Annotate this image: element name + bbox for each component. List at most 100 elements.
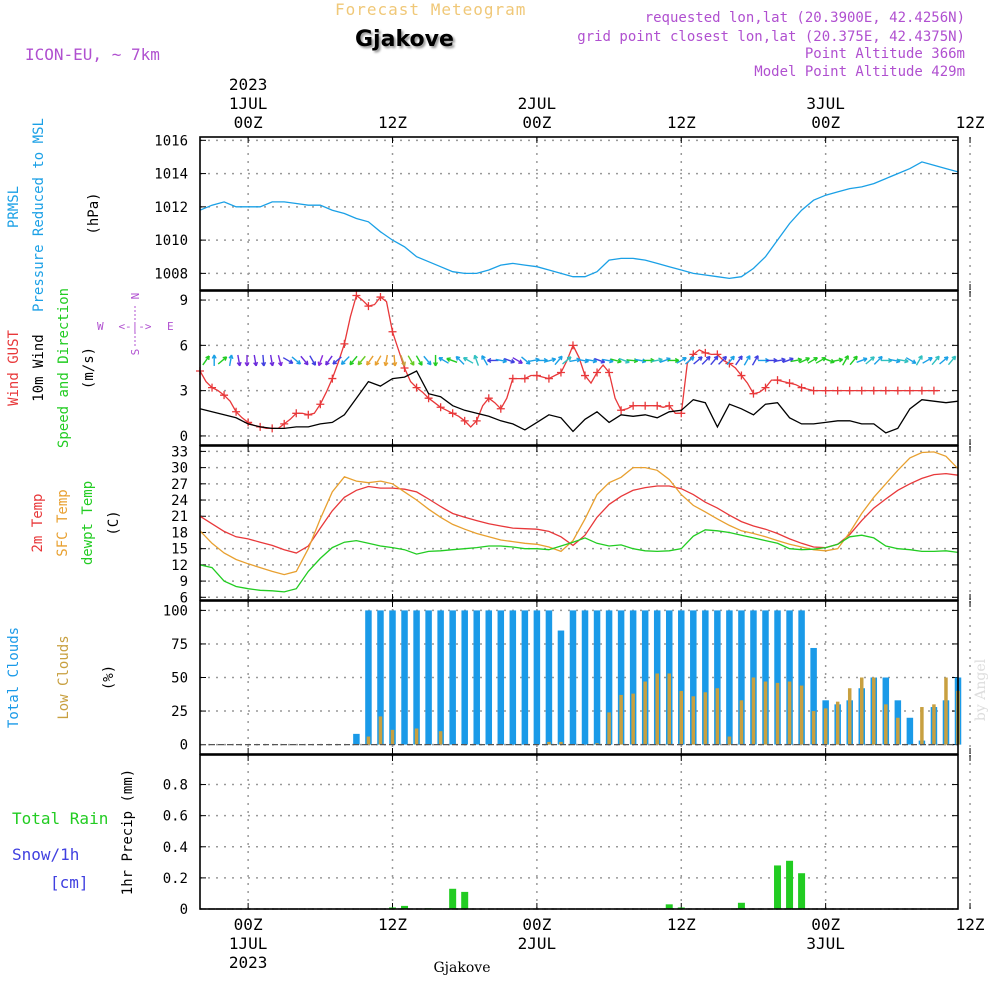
wind-arrow	[495, 358, 507, 364]
wind-arrow-shaft	[300, 355, 309, 366]
panel-pressure: 1008 1010 1012 1014 1016 PRMSL Pressure Reduce…	[6, 118, 971, 312]
wind-arrow	[462, 357, 474, 364]
top-time-label: 00Z	[234, 113, 263, 132]
y-tick-label: 0.2	[163, 871, 188, 887]
wind-arrow-head	[366, 360, 371, 366]
wind-arrow	[931, 355, 940, 366]
wind-arrow	[366, 355, 374, 366]
wind-arrow-shaft	[939, 356, 949, 365]
wind-arrow-head	[481, 355, 486, 360]
wind-arrow-head	[918, 355, 923, 360]
rain-bar	[461, 891, 469, 909]
wind-arrow-head	[340, 360, 346, 366]
wind-arrow-shaft	[905, 357, 917, 364]
total-cloud-bar	[714, 610, 721, 745]
wind-arrow-shaft	[253, 354, 257, 366]
total-cloud-bar	[545, 610, 553, 745]
panel-label: SFC Temp	[55, 489, 71, 556]
gust-marker	[761, 383, 770, 392]
y-tick-label: 12	[171, 558, 188, 574]
total-cloud-bar	[774, 610, 781, 745]
wind-arrow	[211, 354, 217, 366]
low-cloud-bar	[763, 681, 768, 745]
wind-arrow-shaft	[610, 358, 622, 363]
rain-bar	[786, 860, 794, 909]
gust-marker	[568, 341, 577, 350]
y-tick-label: 25	[171, 704, 188, 720]
wind-arrow-head	[705, 355, 711, 361]
y-tick-label: 6	[180, 338, 188, 354]
wind-arrow-head	[813, 357, 818, 362]
wind-arrow-shaft	[332, 356, 342, 365]
gust-marker	[617, 406, 626, 415]
gust-marker	[508, 374, 517, 383]
location-title: Gjakove	[355, 27, 454, 52]
wind-arrow-head	[682, 357, 687, 362]
total-cloud-bar	[485, 610, 493, 745]
wind-arrow-shaft	[856, 357, 868, 363]
bottom-time-label: 2JUL	[518, 934, 557, 953]
wind-arrow-shaft	[889, 358, 901, 363]
total-cloud-bar	[593, 610, 601, 745]
gust-marker	[364, 302, 373, 311]
y-tick-label: 0	[180, 429, 188, 445]
gust-marker	[472, 416, 481, 425]
wind-arrow-shaft	[676, 357, 687, 364]
gust-marker	[496, 404, 505, 413]
total-cloud-bar	[810, 647, 817, 745]
low-cloud-bar	[619, 694, 623, 745]
gust-marker	[220, 391, 229, 400]
wind-arrow-head	[236, 361, 242, 367]
panel-precip: 0 0.2 0.4 0.6 0.8 1hr Precip (mm) Total Rain Sn…	[12, 754, 971, 918]
compass-south: S	[129, 349, 142, 356]
wind-arrow-head	[303, 360, 309, 366]
wind-arrow-shaft	[237, 354, 241, 366]
gust-marker	[725, 359, 734, 368]
y-tick-label: 1016	[154, 133, 188, 149]
panel-label: (%)	[101, 665, 117, 690]
wind-arrow	[562, 356, 572, 365]
wind-arrow-shaft	[495, 358, 507, 363]
wind-arrow	[446, 357, 458, 363]
bottom-time-label: 3JUL	[806, 934, 845, 953]
panel-wind: 0 3 6 9 Wind GUST 10m Wind Speed and Direction…	[6, 288, 971, 448]
wind-arrow-head	[518, 359, 523, 364]
gust-marker	[340, 339, 349, 348]
wind-arrow	[651, 357, 663, 363]
wind-arrow	[503, 357, 516, 364]
wind-arrow	[842, 355, 849, 366]
low-cloud-bar	[631, 693, 635, 745]
low-cloud-bar	[655, 673, 659, 745]
wind-arrow-shaft	[685, 356, 695, 365]
y-tick-label: 0.4	[163, 840, 188, 856]
panel-label: 2m Temp	[30, 493, 46, 552]
low-cloud-bar	[643, 681, 647, 745]
total-cloud-bar	[726, 610, 733, 745]
wind-arrow-head	[401, 361, 406, 367]
wind-arrow-shaft	[309, 355, 316, 366]
wind-arrow-shaft	[831, 358, 843, 363]
low-cloud-bar	[872, 677, 876, 745]
wind-arrow-shaft	[366, 355, 374, 366]
wind-arrow	[357, 355, 366, 366]
wind-arrow	[269, 354, 275, 367]
low-cloud-bar	[715, 688, 720, 745]
wind-arrow-head	[205, 355, 210, 360]
total-cloud-bar	[521, 610, 529, 745]
low-cloud-bar	[559, 741, 563, 745]
wind-arrow	[774, 357, 786, 363]
panel-frame	[199, 136, 959, 291]
gust-marker	[797, 383, 806, 392]
wind-arrow-head	[558, 355, 563, 361]
wind-arrow-head	[797, 357, 803, 363]
gust-marker	[701, 348, 710, 357]
gust-marker	[544, 374, 553, 383]
wind-arrow-shaft	[726, 355, 735, 366]
wind-arrow-shaft	[269, 354, 274, 366]
legend-snow-unit: [cm]	[50, 873, 89, 892]
wind-arrow-head	[730, 355, 735, 361]
wind-arrow-shaft	[897, 358, 909, 363]
wind-arrow-shaft	[735, 355, 743, 366]
total-cloud-bar	[461, 610, 468, 745]
y-tick-label: 33	[171, 444, 188, 460]
